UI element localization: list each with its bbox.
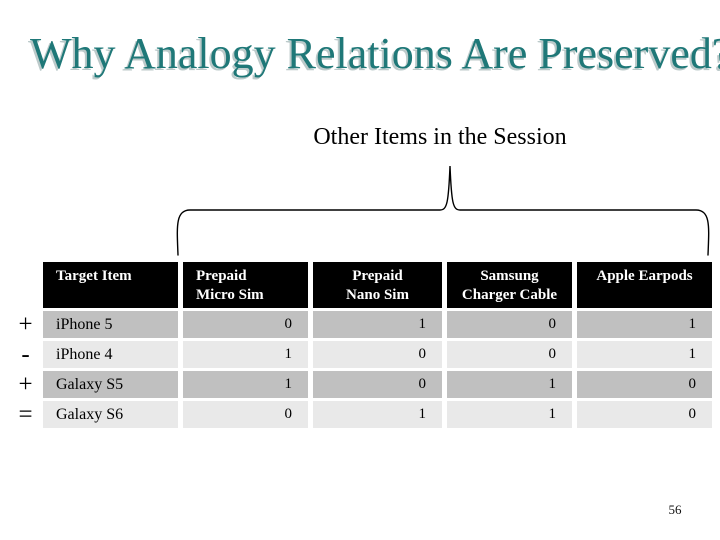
column-header-micro-sim: Prepaid Micro Sim: [183, 262, 308, 308]
table-cell-value: 1: [447, 401, 572, 428]
row-item-name: Galaxy S6: [43, 401, 178, 428]
table-cell-value: 0: [183, 401, 308, 428]
table-cell-value: 1: [447, 371, 572, 398]
table-cell-value: 1: [183, 371, 308, 398]
row-symbol: -: [21, 340, 30, 368]
table-cell-value: 1: [313, 401, 442, 428]
row-symbol: +: [18, 310, 33, 338]
session-table: Target Item Prepaid Micro Sim Prepaid Na…: [13, 262, 712, 428]
row-item-name: Galaxy S5: [43, 371, 178, 398]
table-cell-value: 0: [313, 371, 442, 398]
table-caption: Other Items in the Session: [313, 124, 567, 150]
table-cell-value: 0: [577, 371, 712, 398]
table-cell-value: 0: [447, 311, 572, 338]
column-header-nano-sim: Prepaid Nano Sim: [313, 262, 442, 308]
table-cell-value: 1: [313, 311, 442, 338]
table-cell-value: 0: [447, 341, 572, 368]
column-header-apple-earpods: Apple Earpods: [577, 262, 712, 308]
table-cell-value: 0: [577, 401, 712, 428]
row-item-name: iPhone 4: [43, 341, 178, 368]
row-item-name: iPhone 5: [43, 311, 178, 338]
header-spacer: [13, 262, 38, 308]
row-symbol: =: [18, 400, 33, 428]
table-cell-value: 0: [183, 311, 308, 338]
row-symbol: +: [18, 370, 33, 398]
page-number: 56: [668, 502, 682, 517]
table-cell-value: 1: [577, 341, 712, 368]
brace-down-icon: [176, 165, 710, 256]
table-cell-value: 1: [183, 341, 308, 368]
column-header-charger-cable: Samsung Charger Cable: [447, 262, 572, 308]
table-cell-value: 1: [577, 311, 712, 338]
slide-title: Why Analogy Relations Are Preserved?: [30, 29, 720, 78]
table-cell-value: 0: [313, 341, 442, 368]
column-header-target-item: Target Item: [43, 262, 178, 308]
